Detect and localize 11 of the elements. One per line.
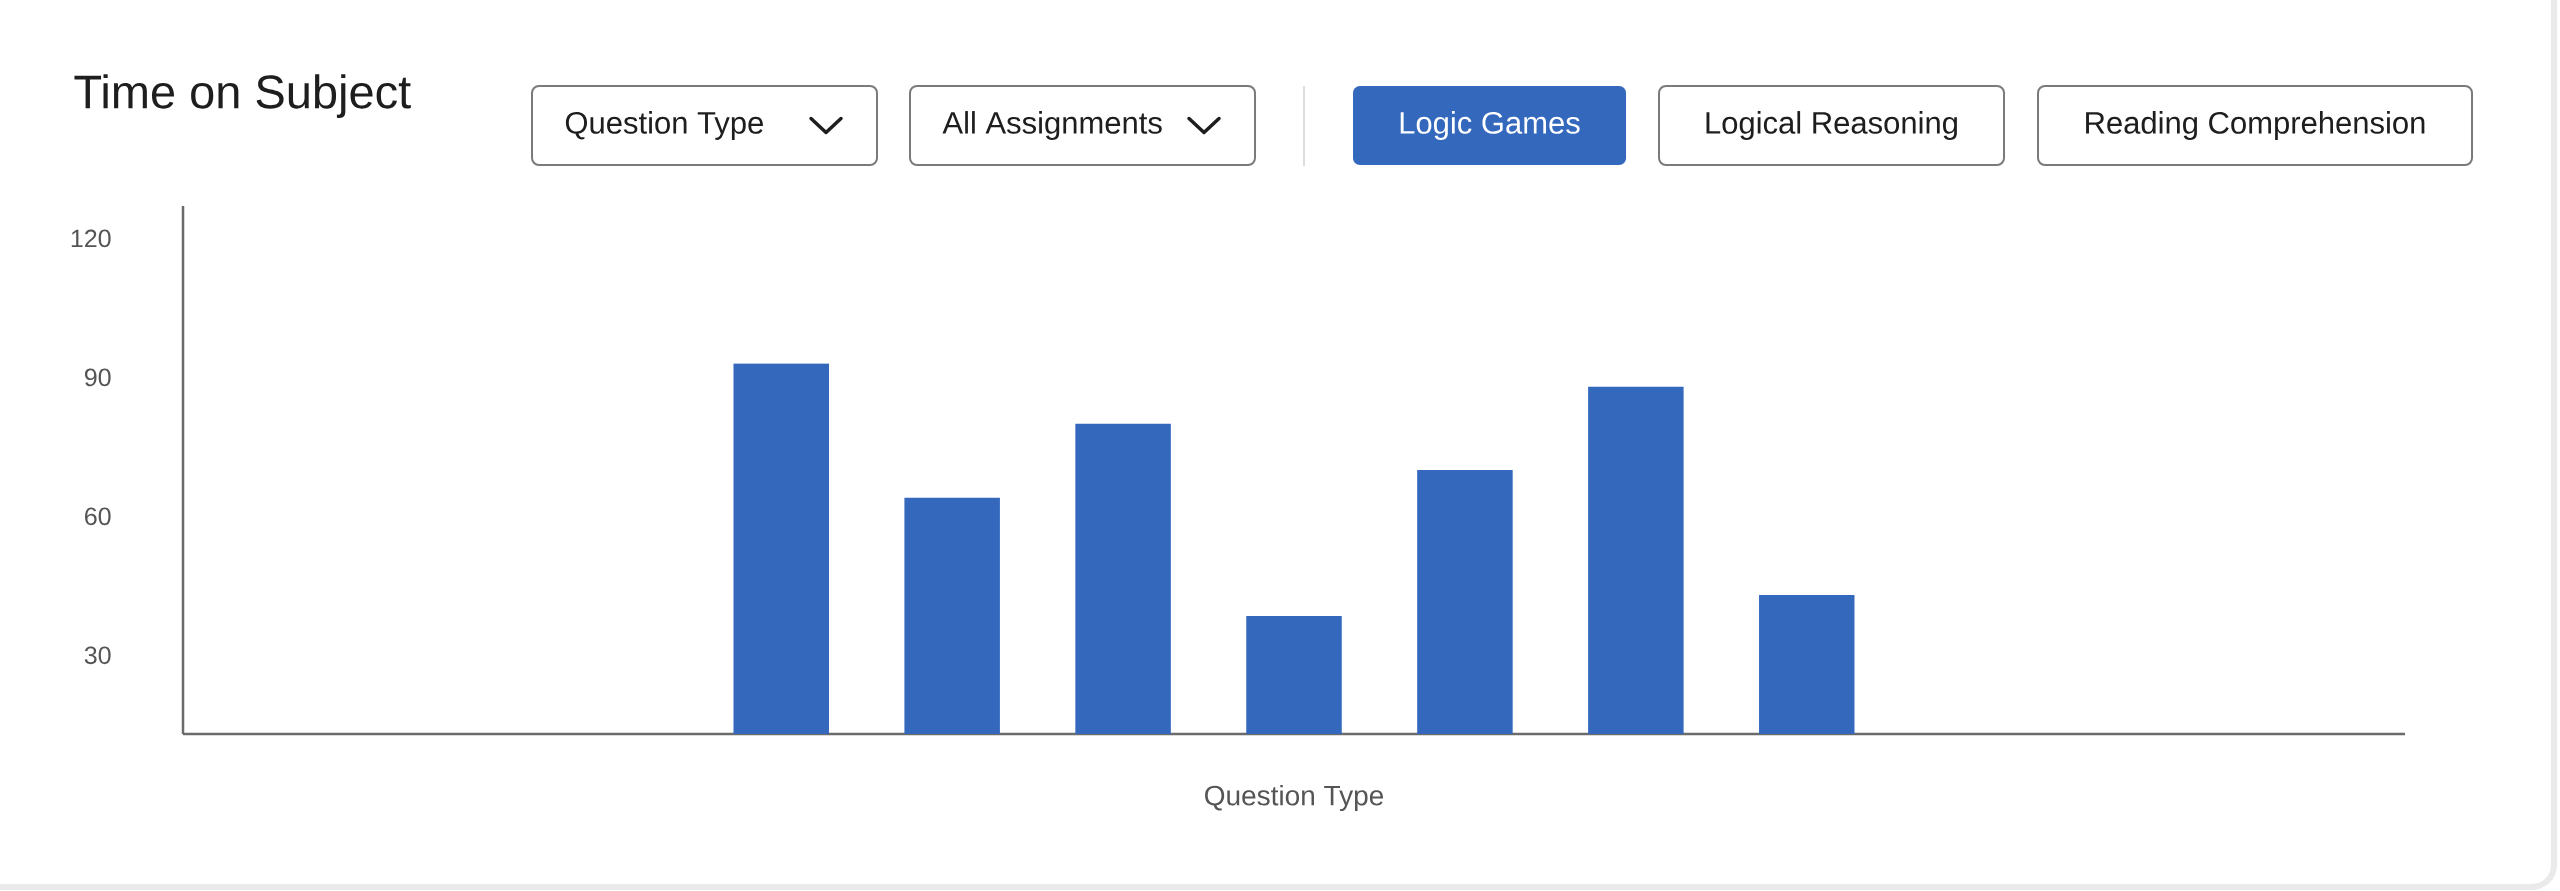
y-tick-label: 60 xyxy=(85,507,111,526)
text: Logic Games xyxy=(1400,111,1580,140)
y-tick-label: 30 xyxy=(84,646,111,665)
text: Reading Comprehension xyxy=(2086,111,2425,140)
y-tick-label: 90 xyxy=(84,368,111,387)
y-tick-label: 120 xyxy=(71,229,111,248)
x-axis-title: Question Type xyxy=(1205,784,1384,812)
text: All Assignments xyxy=(942,111,1162,140)
chart-title: Time on Subject xyxy=(74,74,411,118)
text: Logical Reasoning xyxy=(1706,111,1957,140)
text: Question Type xyxy=(565,111,763,140)
